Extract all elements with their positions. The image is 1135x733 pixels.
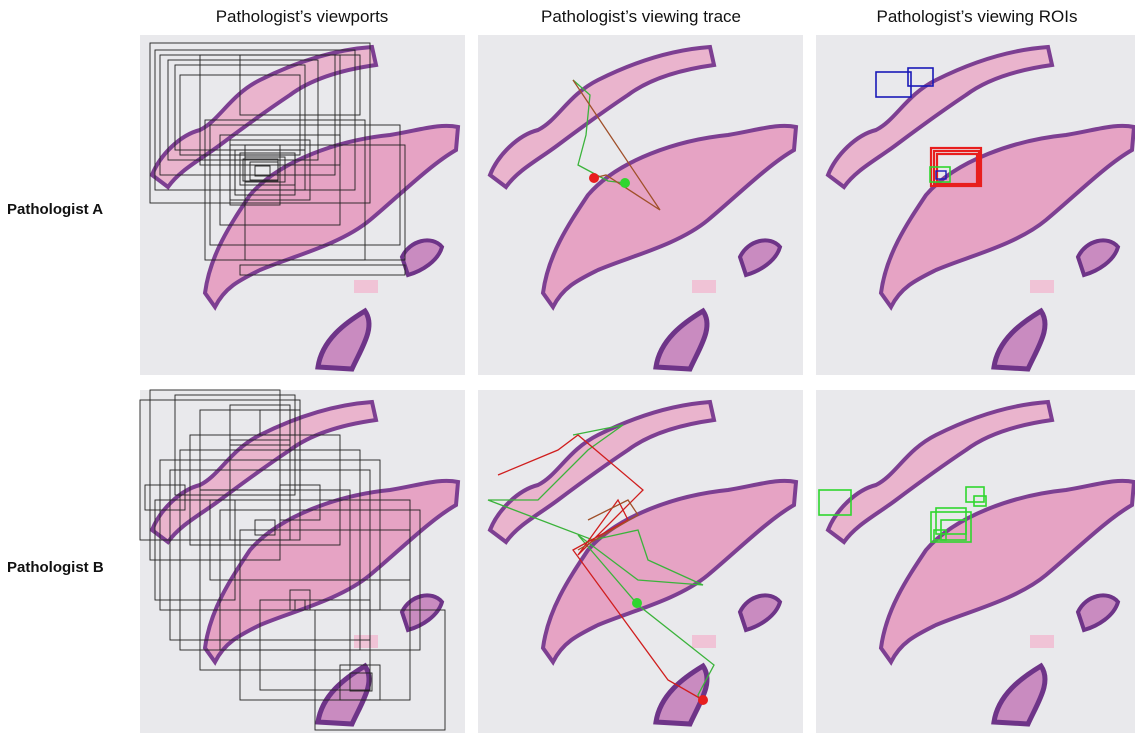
- row-label: Pathologist B: [7, 559, 104, 576]
- trace-point: [589, 173, 599, 183]
- panel: [478, 35, 803, 375]
- column-title: Pathologist’s viewing trace: [541, 7, 741, 26]
- trace-point: [698, 695, 708, 705]
- panel: [478, 390, 803, 733]
- row-label: Pathologist A: [7, 201, 103, 218]
- panel: [140, 390, 465, 733]
- panel: [816, 390, 1135, 733]
- page: {"columns": ["Pathologist’s viewports", …: [0, 0, 1135, 733]
- figure: Pathologist’s viewports Pathologist’s vi…: [0, 0, 1135, 733]
- trace-point: [620, 178, 630, 188]
- column-title: Pathologist’s viewing ROIs: [877, 7, 1078, 26]
- panel: [816, 35, 1135, 375]
- column-title: Pathologist’s viewports: [216, 7, 389, 26]
- panel: [140, 35, 465, 375]
- trace-point: [632, 598, 642, 608]
